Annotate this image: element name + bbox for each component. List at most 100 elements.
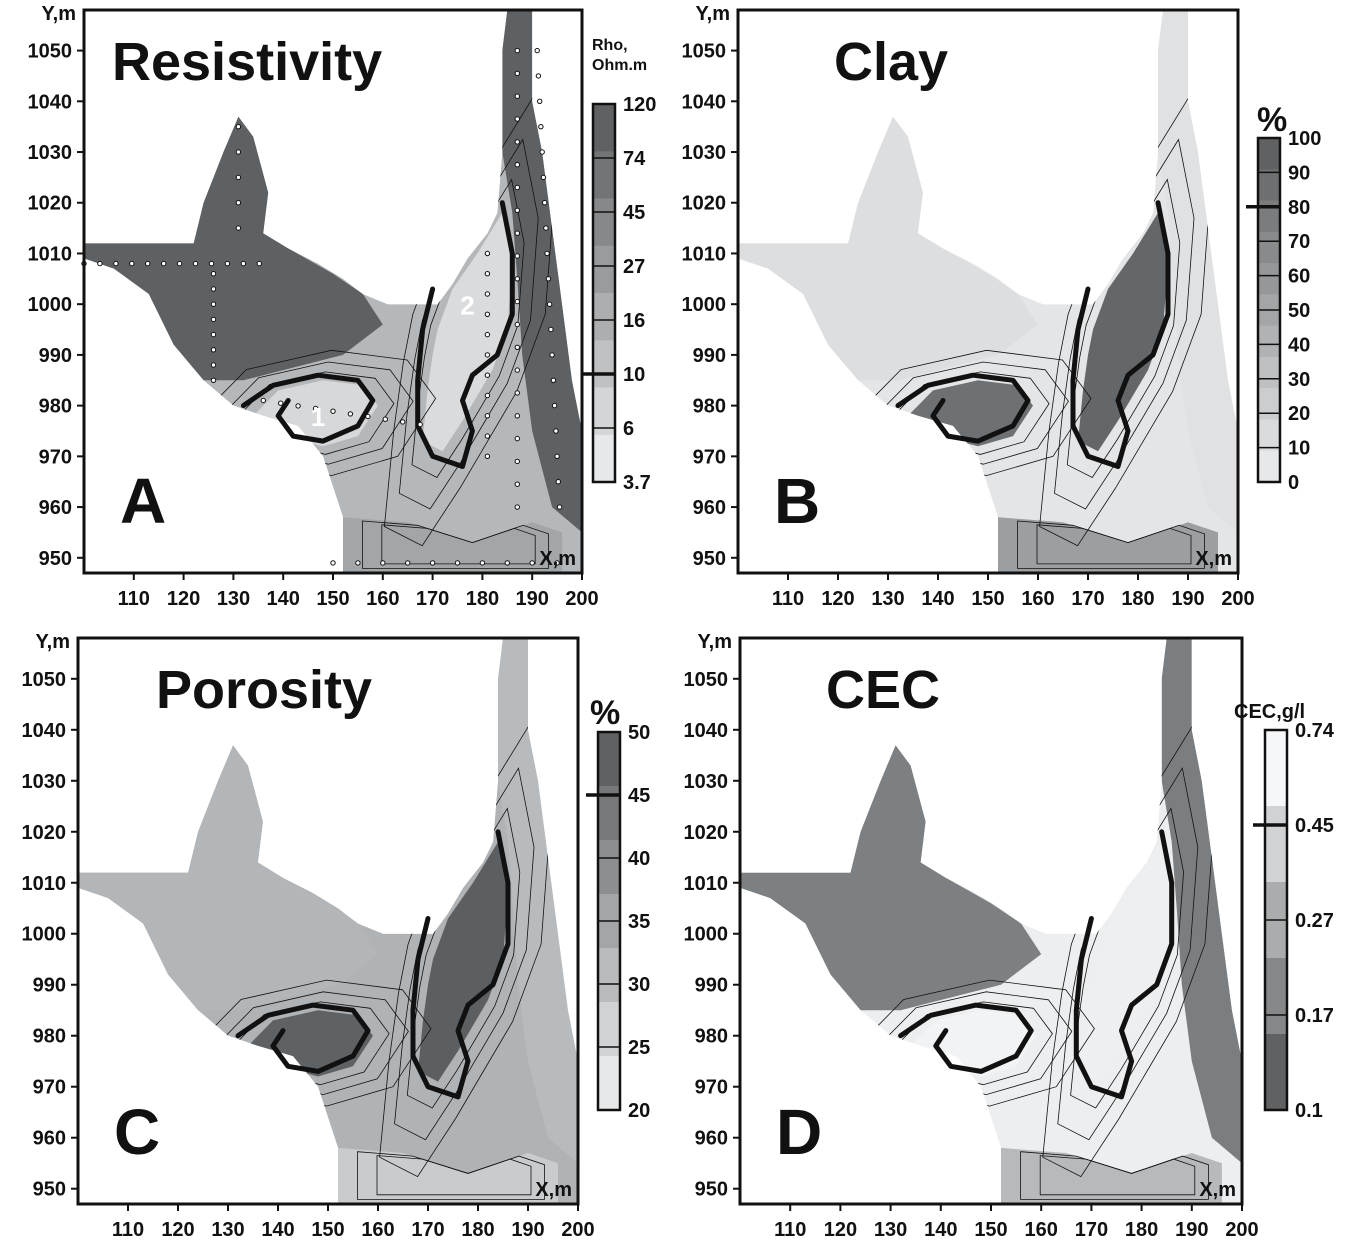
colorbar-level-label: 0.74 xyxy=(1295,720,1335,742)
x-tick-label: 190 xyxy=(511,1219,544,1240)
x-tick-label: 110 xyxy=(118,588,150,610)
sample-points xyxy=(81,47,563,566)
sample-point xyxy=(514,70,520,77)
colorbar-level-label: 0.17 xyxy=(1295,1005,1334,1027)
y-axis-label: Y,m xyxy=(36,631,70,653)
colorbar-band xyxy=(593,340,615,389)
sample-point xyxy=(514,47,520,54)
panel-c: 110 120 130 140 150 160 170 180 190 200 950 960 970 9… xyxy=(22,631,651,1240)
sample-point xyxy=(210,377,217,383)
sample-point xyxy=(235,174,242,181)
panel-b: 110 120 130 140 150 160 170 180 190 2009509609709… xyxy=(682,3,1322,610)
y-tick-label: 1010 xyxy=(684,873,729,895)
x-tick-label: 110 xyxy=(772,588,804,610)
x-tick-label: 170 xyxy=(1075,1219,1108,1240)
y-tick-label: 960 xyxy=(695,1128,728,1150)
sample-point xyxy=(514,253,520,259)
threshold-contour-1 xyxy=(898,1002,1034,1074)
sample-point xyxy=(514,116,520,122)
x-tick-label: 140 xyxy=(267,588,300,610)
sample-point xyxy=(554,453,560,459)
x-tick-label: 130 xyxy=(211,1219,244,1240)
sample-point xyxy=(240,260,247,267)
colorbar-level-label: 16 xyxy=(623,310,645,332)
y-tick-label: 1000 xyxy=(28,294,73,316)
colorbar-band xyxy=(1258,231,1280,264)
sample-point xyxy=(504,560,510,566)
sample-point xyxy=(537,98,543,105)
panel-title: Porosity xyxy=(156,660,372,720)
y-tick-label: 1040 xyxy=(682,91,727,113)
sample-point xyxy=(382,416,388,422)
colorbar-level-label: 60 xyxy=(1288,266,1310,288)
sample-point xyxy=(208,260,215,267)
x-tick-label: 150 xyxy=(974,1219,1007,1240)
sample-point xyxy=(365,413,371,420)
sample-point xyxy=(546,301,553,307)
y-tick-label: 1030 xyxy=(684,771,729,793)
sample-point xyxy=(550,377,557,383)
sample-point xyxy=(260,397,266,404)
sample-point xyxy=(514,93,520,99)
sample-point xyxy=(454,560,461,566)
x-tick-label: 160 xyxy=(1025,1219,1058,1240)
sample-point xyxy=(210,286,217,292)
sample-point xyxy=(97,260,103,267)
sample-point xyxy=(484,453,491,459)
sample-point xyxy=(514,207,520,214)
panel-d: 110 120 130 140 150 160 170 180 190 200 950 960 970 9… xyxy=(684,631,1335,1240)
map-surface xyxy=(738,10,1238,573)
colorbar-level-label: 10 xyxy=(623,364,645,386)
colorbar-level-label: 35 xyxy=(628,911,650,933)
sample-point xyxy=(484,352,491,358)
colorbar: 20 25 30 35 40 45 50% xyxy=(586,694,650,1122)
sample-point xyxy=(312,405,319,412)
threshold-contour-2 xyxy=(1073,829,1175,1100)
y-tick-label: 1040 xyxy=(684,720,729,742)
colorbar: 3.7 6 10 16 27 45 74 120 Rho, Ohm.m xyxy=(581,37,656,494)
colorbar-band xyxy=(598,840,620,895)
sample-point xyxy=(514,367,520,373)
y-tick-label: 950 xyxy=(33,1179,66,1201)
colorbar-level-label: 10 xyxy=(1288,438,1310,460)
colorbar-band xyxy=(593,151,615,200)
colorbar-band xyxy=(1258,169,1280,202)
x-axis-label: X,m xyxy=(1195,548,1232,570)
colorbar-band xyxy=(1258,388,1280,420)
sample-point xyxy=(514,184,520,191)
x-tick-label: 200 xyxy=(1225,1219,1258,1240)
colorbar-band xyxy=(598,948,620,1003)
x-tick-label: 180 xyxy=(461,1219,494,1240)
colorbar-level-label: 0.1 xyxy=(1295,1100,1323,1122)
colorbar-band xyxy=(1258,263,1280,295)
sample-point xyxy=(355,560,361,566)
colorbar-frame xyxy=(591,102,617,484)
map-surface xyxy=(84,10,582,573)
colorbar-band xyxy=(1265,958,1287,1035)
sample-point xyxy=(210,301,217,307)
colorbar-title: Ohm.m xyxy=(592,57,647,74)
sample-point xyxy=(224,260,231,267)
x-tick-label: 180 xyxy=(1125,1219,1158,1240)
sample-point xyxy=(542,200,548,206)
sample-point xyxy=(555,479,561,485)
sample-point xyxy=(556,504,563,510)
y-tick-label: 1010 xyxy=(682,243,727,265)
sample-point xyxy=(514,435,520,442)
sample-point xyxy=(514,321,520,328)
y-tick-label: 950 xyxy=(39,548,72,570)
zone-west xyxy=(84,116,383,381)
colorbar-title: % xyxy=(590,694,620,732)
x-tick-label: 190 xyxy=(1171,588,1204,610)
sample-point xyxy=(484,291,491,297)
colorbar-band xyxy=(1265,730,1287,807)
colorbar-band xyxy=(593,434,615,483)
y-tick-label: 980 xyxy=(693,396,726,418)
y-tick-label: 990 xyxy=(33,975,66,997)
panel-title: Clay xyxy=(834,32,948,92)
x-tick-label: 170 xyxy=(411,1219,444,1240)
colorbar-band xyxy=(1265,806,1287,883)
sample-point xyxy=(554,560,560,566)
sample-point xyxy=(514,276,520,282)
